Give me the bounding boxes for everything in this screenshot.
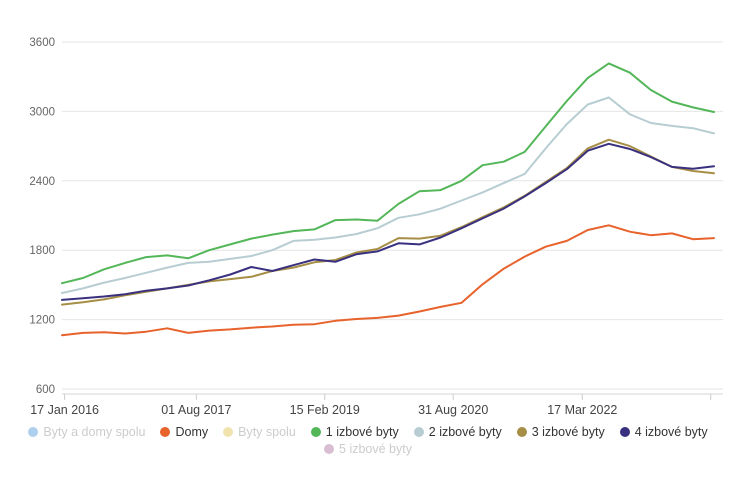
legend-label: 4 izbové byty [634,425,708,439]
legend-marker-4-izbov-byty [619,427,630,437]
legend-label: Byty spolu [238,425,296,439]
y-axis-label: 3000 [29,106,55,118]
legend-item-domy[interactable]: Domy [160,425,208,439]
y-axis-label: 2400 [29,176,55,188]
x-axis-label: 17 Jan 2016 [30,403,99,417]
legend-item-byty-a-domy-spolu[interactable]: Byty a domy spolu [28,425,145,439]
legend-marker-byty-spolu [223,427,234,437]
legend-label: 1 izbové byty [325,425,399,439]
series-line-4-izbov-byty[interactable] [61,142,715,301]
chart-legend: Byty a domy spolu Domy Byty spolu 1 izbové … [0,422,736,456]
legend-marker-1-izbov-byty [310,427,321,437]
x-axis-label: 01 Aug 2017 [161,403,231,417]
legend-label: 2 izbové byty [428,425,502,439]
legend-row: Byty a domy spolu Domy Byty spolu 1 izbové … [28,425,708,439]
legend-marker-byty-a-domy-spolu [28,427,39,437]
y-axis-label: 1800 [29,245,55,257]
legend-item-2-izbov-byty[interactable]: 2 izbové byty [413,425,502,439]
legend-row: 5 izbové byty [324,442,412,456]
legend-item-3-izbov-byty[interactable]: 3 izbové byty [516,425,605,439]
legend-label: Byty a domy spolu [43,425,146,439]
legend-item-1-izbov-byty[interactable]: 1 izbové byty [310,425,399,439]
legend-label: Domy [175,425,209,439]
x-axis-label: 31 Aug 2020 [418,403,488,417]
x-axis-label: 15 Feb 2019 [290,403,360,417]
chart-plot-area: 600 1200 1800 2400 3000 3600 17 Jan 2016 01 Aug… [29,37,723,417]
legend-item-5-izbov-byty[interactable]: 5 izbové byty [324,442,412,456]
legend-marker-3-izbov-byty [516,427,527,437]
y-axis-label: 600 [36,384,55,396]
legend-item-byty-spolu[interactable]: Byty spolu [223,425,296,439]
legend-item-4-izbov-byty[interactable]: 4 izbové byty [619,425,708,439]
x-axis-label: 17 Mar 2022 [547,403,617,417]
y-axis-label: 1200 [29,315,55,327]
legend-label: 5 izbové byty [339,442,412,456]
legend-label: 3 izbové byty [531,425,605,439]
series-line-2-izbov-byty[interactable] [61,96,715,294]
legend-marker-5-izbov-byty [324,444,335,454]
series-line-1-izbov-byty[interactable] [61,62,715,285]
series-line-domy[interactable] [61,224,715,337]
y-axis-label: 3600 [29,37,55,49]
legend-marker-domy [160,427,171,437]
legend-marker-2-izbov-byty [413,427,424,437]
